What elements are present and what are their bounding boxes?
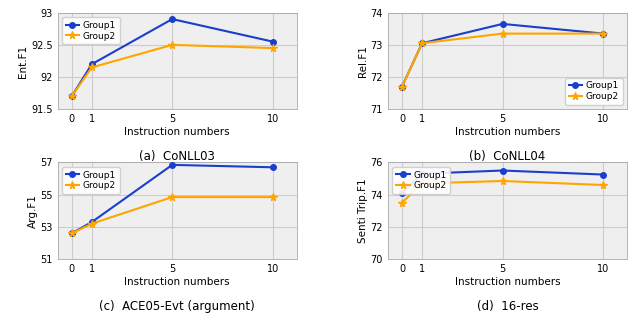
Group1 xyxy=(499,22,506,26)
Group2 xyxy=(269,195,276,199)
Group2 xyxy=(499,179,506,183)
Group1 xyxy=(269,40,276,44)
Group1 xyxy=(418,41,426,45)
Legend: Group1, Group2: Group1, Group2 xyxy=(62,17,120,44)
X-axis label: Instruction numbers: Instruction numbers xyxy=(124,127,230,137)
Y-axis label: Rel.F1: Rel.F1 xyxy=(358,45,368,77)
Group2 xyxy=(88,222,95,226)
X-axis label: Instruction numbers: Instruction numbers xyxy=(455,277,561,287)
Group2 xyxy=(168,195,176,199)
Line: Group2: Group2 xyxy=(398,177,607,207)
Group1 xyxy=(418,172,426,176)
Line: Group2: Group2 xyxy=(68,41,276,100)
Line: Group2: Group2 xyxy=(398,30,607,91)
Line: Group2: Group2 xyxy=(68,193,276,237)
Line: Group1: Group1 xyxy=(69,16,276,99)
Group1 xyxy=(88,62,95,66)
Group2 xyxy=(398,85,406,89)
Group1 xyxy=(269,165,276,169)
Group1 xyxy=(88,220,95,224)
Legend: Group1, Group2: Group1, Group2 xyxy=(565,78,623,105)
Group1 xyxy=(398,85,406,89)
Group2 xyxy=(418,181,426,185)
Title: (b)  CoNLL04: (b) CoNLL04 xyxy=(469,150,546,163)
Group1 xyxy=(168,17,176,21)
Legend: Group1, Group2: Group1, Group2 xyxy=(62,167,120,194)
Group2 xyxy=(168,43,176,47)
Group2 xyxy=(499,32,506,35)
X-axis label: Instrcution numbers: Instrcution numbers xyxy=(455,127,560,137)
Group1 xyxy=(599,32,607,35)
Title: (a)  CoNLL03: (a) CoNLL03 xyxy=(140,150,215,163)
Group1 xyxy=(499,169,506,173)
Group2 xyxy=(599,32,607,35)
Group2 xyxy=(599,183,607,187)
Title: (c)  ACE05-Evt (argument): (c) ACE05-Evt (argument) xyxy=(99,300,255,313)
Group1 xyxy=(599,173,607,176)
X-axis label: Instruction numbers: Instruction numbers xyxy=(124,277,230,287)
Group1 xyxy=(68,94,76,98)
Y-axis label: Senti Trip.F1: Senti Trip.F1 xyxy=(358,179,368,243)
Group2 xyxy=(418,41,426,45)
Group2 xyxy=(68,231,76,235)
Line: Group1: Group1 xyxy=(399,21,606,89)
Title: (d)  16-res: (d) 16-res xyxy=(477,300,538,313)
Y-axis label: Ent.F1: Ent.F1 xyxy=(19,45,28,77)
Group2 xyxy=(269,46,276,50)
Group1 xyxy=(168,163,176,167)
Line: Group1: Group1 xyxy=(69,162,276,236)
Group1 xyxy=(398,191,406,195)
Line: Group1: Group1 xyxy=(399,168,606,196)
Group1 xyxy=(68,231,76,235)
Group2 xyxy=(68,94,76,98)
Legend: Group1, Group2: Group1, Group2 xyxy=(392,167,450,194)
Group2 xyxy=(88,65,95,69)
Group2 xyxy=(398,201,406,205)
Y-axis label: Arg.F1: Arg.F1 xyxy=(28,194,38,228)
